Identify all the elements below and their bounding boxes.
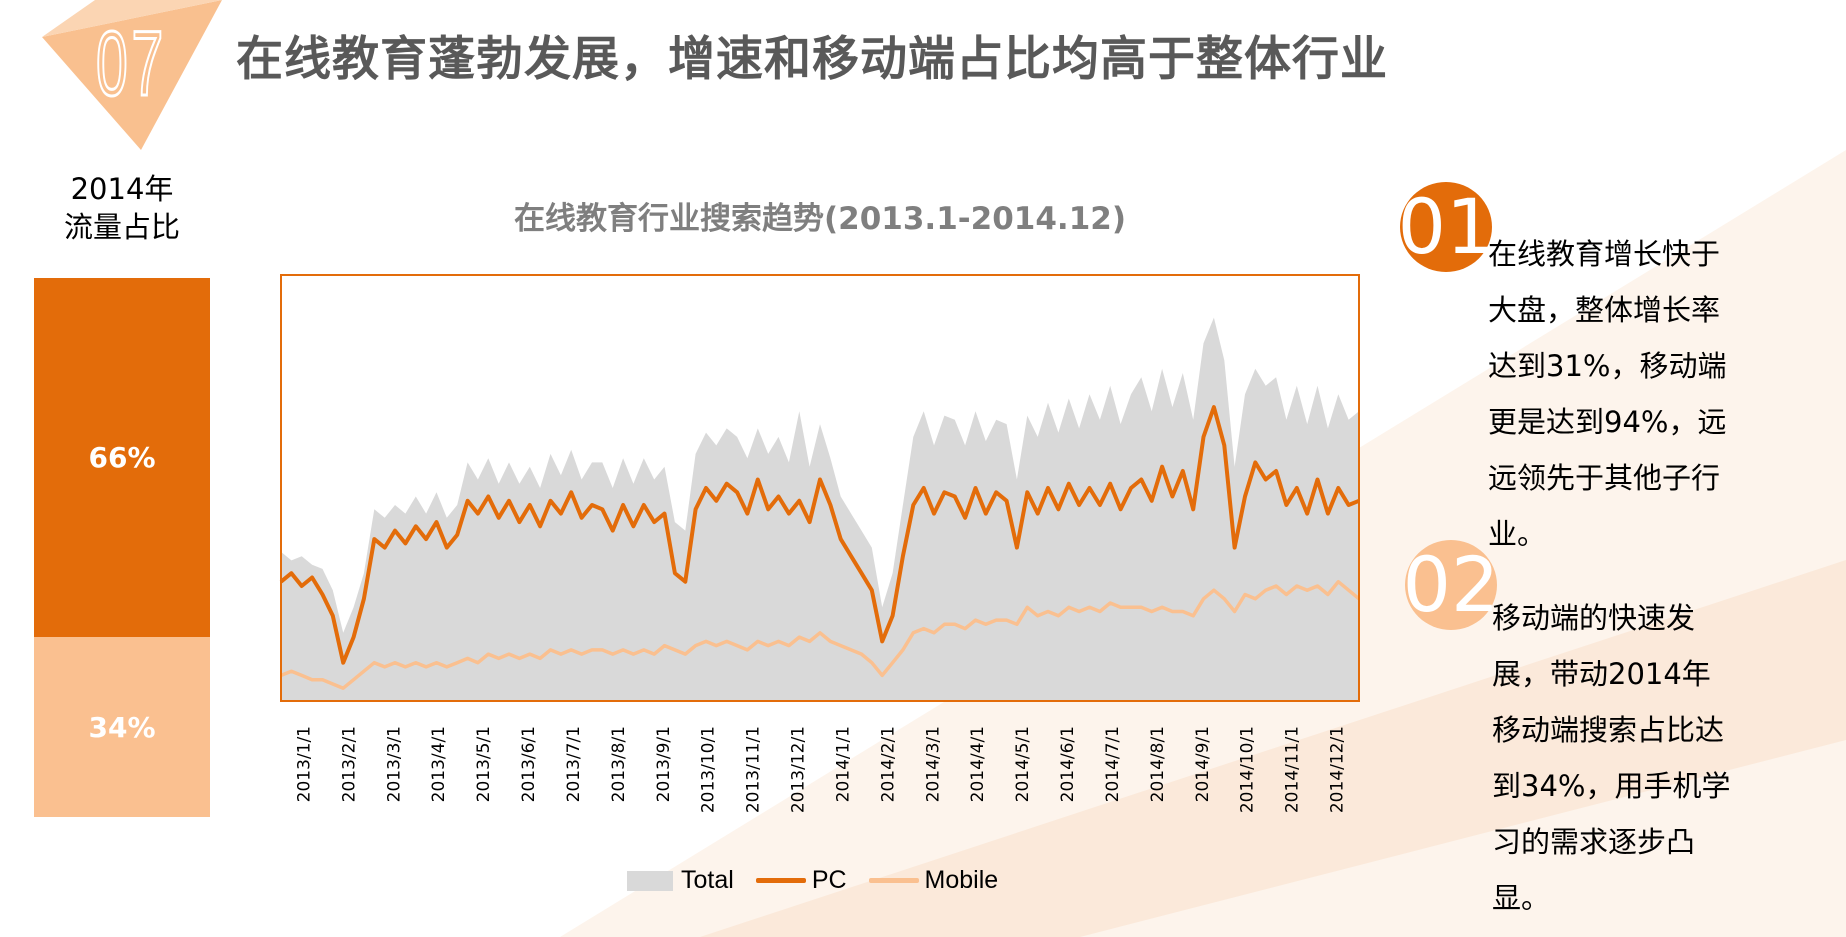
- insight-2-line: 移动端搜索占比达: [1492, 713, 1725, 747]
- insight-text-2: 移动端的快速发 展，带动2014年 移动端搜索占比达 到34%，用手机学 习的需…: [1492, 590, 1762, 926]
- legend-swatch-mobile: [868, 878, 919, 883]
- insight-2-line: 显。: [1492, 881, 1551, 915]
- x-tick-label: 2014/6/1: [1058, 726, 1078, 802]
- legend-swatch-total: [627, 870, 673, 891]
- insight-2-line: 到34%，用手机学: [1492, 769, 1731, 803]
- x-tick-label: 2013/3/1: [384, 726, 404, 802]
- legend-label-total: Total: [681, 866, 734, 894]
- series-total-area: [281, 317, 1359, 701]
- x-tick-label: 2013/8/1: [609, 726, 629, 802]
- x-tick-label: 2014/11/1: [1283, 726, 1303, 813]
- legend-item-total: Total: [627, 866, 734, 895]
- x-tick-label: 2013/11/1: [744, 726, 764, 813]
- insight-2-line: 移动端的快速发: [1492, 601, 1696, 635]
- bg-shape-band: [1080, 740, 1846, 937]
- x-tick-label: 2014/9/1: [1193, 726, 1213, 802]
- x-tick-label: 2014/8/1: [1148, 726, 1168, 802]
- x-tick-label: 2013/5/1: [474, 726, 494, 802]
- pc-share-bar: 66%: [34, 278, 210, 637]
- badge-triangle: [42, 0, 222, 150]
- mobile-share-value: 34%: [88, 710, 156, 744]
- legend-item-mobile: Mobile: [868, 866, 999, 895]
- x-tick-label: 2014/3/1: [923, 726, 943, 802]
- mobile-share-bar: 34%: [34, 637, 210, 817]
- insight-number-badge-2: 02: [1402, 540, 1500, 630]
- legend-label-pc: PC: [811, 866, 847, 894]
- insight-number-badge-1: 01: [1397, 182, 1495, 272]
- plot-border: [280, 274, 1360, 702]
- x-tick-label: 2013/1/1: [294, 726, 314, 802]
- section-number: 07: [95, 13, 167, 115]
- x-tick-label: 2014/4/1: [968, 726, 988, 802]
- x-tick-label: 2013/4/1: [429, 726, 449, 802]
- x-tick-label: 2014/1/1: [833, 726, 853, 802]
- share-label: 2014年 流量占比: [34, 170, 210, 246]
- insight-text-1: 在线教育增长快于 大盘，整体增长率 达到31%，移动端 更是达到94%，远 远领…: [1488, 226, 1758, 562]
- x-tick-label: 2014/5/1: [1013, 726, 1033, 802]
- x-tick-label: 2013/2/1: [339, 726, 359, 802]
- x-tick-label: 2013/7/1: [564, 726, 584, 802]
- share-label-text: 流量占比: [63, 210, 180, 244]
- page-title: 在线教育蓬勃发展，增速和移动端占比均高于整体行业: [236, 32, 1388, 87]
- insight-2-line: 展，带动2014年: [1492, 657, 1711, 691]
- x-tick-label: 2013/9/1: [654, 726, 674, 802]
- chart-legend: Total PC Mobile: [627, 866, 1020, 895]
- x-tick-label: 2014/10/1: [1238, 726, 1258, 813]
- pc-share-value: 66%: [88, 441, 156, 474]
- x-tick-label: 2013/12/1: [789, 726, 809, 813]
- insight-1-line: 在线教育增长快于: [1488, 237, 1721, 271]
- series-pc-line: [279, 405, 1360, 665]
- x-tick-label: 2013/6/1: [519, 726, 539, 802]
- badge-triangle-highlight: [42, 0, 222, 37]
- insight-1-line: 更是达到94%，远: [1488, 405, 1727, 439]
- x-tick-label: 2014/12/1: [1328, 726, 1348, 813]
- insight-1-line: 业。: [1488, 517, 1547, 551]
- share-label-year: 2014年: [70, 172, 174, 206]
- insight-1-line: 大盘，整体增长率: [1488, 293, 1721, 327]
- x-tick-label: 2013/10/1: [699, 726, 719, 813]
- x-tick-label: 2014/7/1: [1103, 726, 1123, 802]
- insight-2-line: 习的需求逐步凸: [1492, 825, 1696, 859]
- legend-swatch-pc: [755, 878, 806, 883]
- chart-title: 在线教育行业搜索趋势(2013.1-2014.12): [513, 201, 1127, 237]
- legend-item-pc: PC: [755, 866, 847, 895]
- series-mobile-line: [280, 579, 1361, 690]
- legend-label-mobile: Mobile: [924, 866, 999, 894]
- x-axis-labels: 2013/1/1 2013/2/1 2013/3/1 2013/4/1 2013/5/1…: [294, 726, 1347, 813]
- insight-1-line: 达到31%，移动端: [1488, 349, 1727, 383]
- insight-1-line: 远领先于其他子行: [1488, 461, 1721, 495]
- plot-area: [279, 274, 1361, 702]
- x-tick-label: 2014/2/1: [878, 726, 898, 802]
